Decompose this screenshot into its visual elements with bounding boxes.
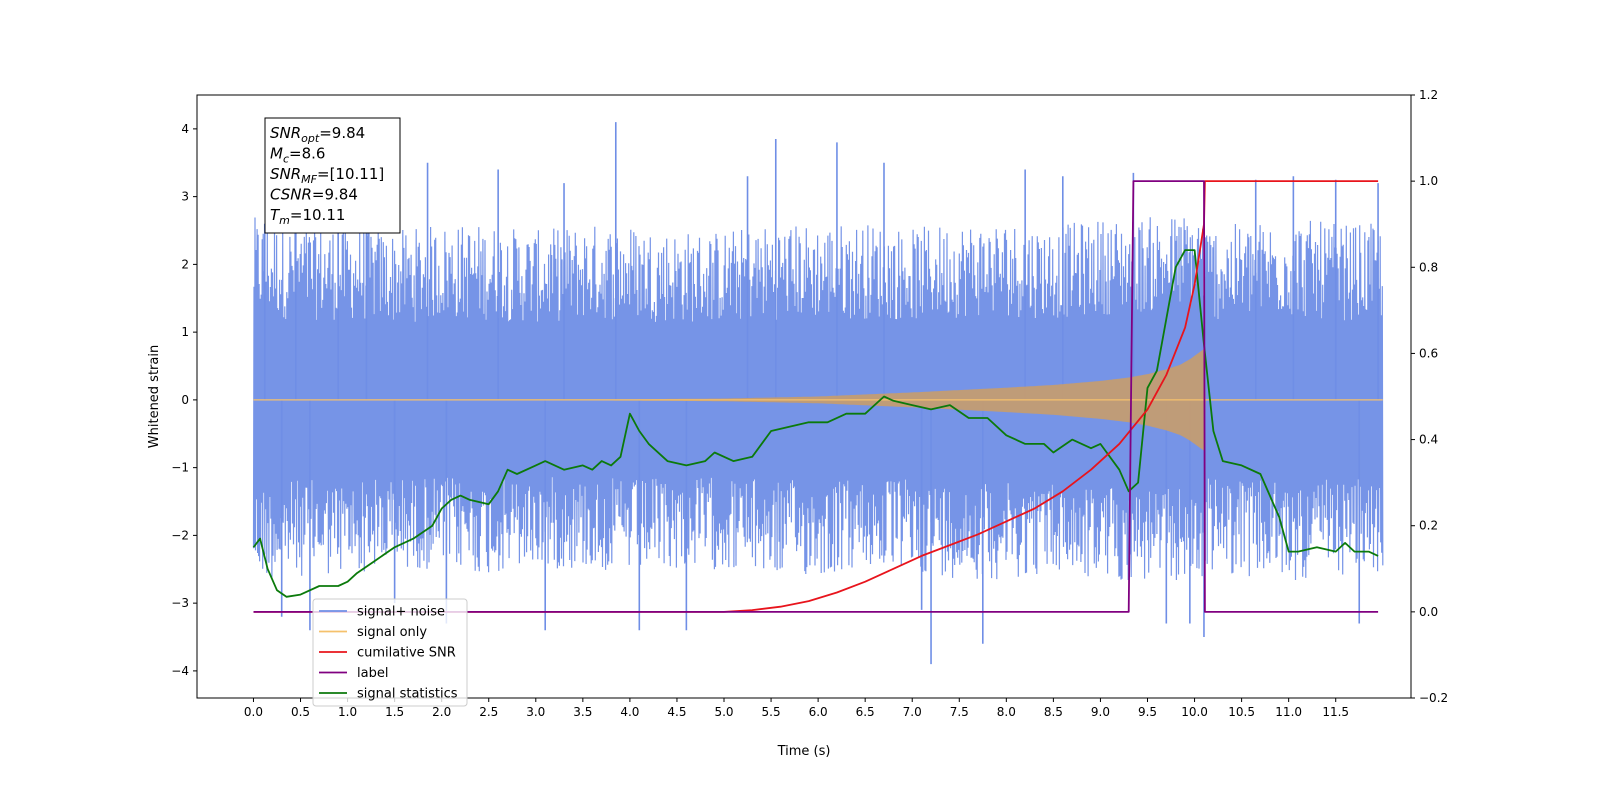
annotation-subscript: c: [283, 153, 289, 166]
annotation-value: =9.84: [312, 186, 358, 204]
left-y-tick-label: −3: [171, 596, 189, 610]
x-tick-label: 0.0: [244, 705, 263, 719]
series-lines-layer: [252, 180, 1379, 613]
x-tick-label: 10.0: [1181, 705, 1208, 719]
annotation-box: SNRopt=9.84Mc=8.6SNRMF=[10.11]CSNR=9.84T…: [264, 117, 401, 234]
annotation-value: =[10.11]: [317, 165, 384, 183]
right-y-tick-label: 1.2: [1419, 88, 1438, 102]
legend-label: label: [357, 666, 388, 681]
right-y-tick-label: 0.4: [1419, 433, 1438, 447]
annotation-box-frame: [264, 117, 401, 234]
x-tick-label: 4.5: [667, 705, 686, 719]
right-y-tick-label: 0.2: [1419, 519, 1438, 533]
left-y-tick-label: 4: [181, 122, 189, 136]
x-tick-label: 3.0: [526, 705, 545, 719]
series-line-label: [253, 180, 1379, 613]
x-tick-label: 1.0: [338, 705, 357, 719]
right-y-axis-ticks: −0.2 0.0 0.2 0.4 0.6 0.8 1.0 1.2: [1411, 88, 1448, 705]
left-y-tick-label: 1: [181, 325, 189, 339]
right-y-tick-label: 0.8: [1419, 260, 1438, 274]
legend-frame: [312, 598, 468, 707]
x-tick-label: 10.5: [1228, 705, 1255, 719]
legend-label: signal+ noise: [357, 605, 445, 620]
x-axis-ticks: 0.0 0.5 1.0 1.5 2.0 2.5 3.0 3.5 4.0 4.5 5.0 5.5 6.0 6…: [244, 698, 1349, 719]
x-tick-label: 6.5: [856, 705, 875, 719]
signal-envelope-layer: [253, 349, 1383, 451]
right-y-tick-label: 0.0: [1419, 605, 1438, 619]
x-tick-label: 7.0: [903, 705, 922, 719]
annotation-subscript: MF: [301, 173, 317, 186]
annotation-value: =8.6: [289, 145, 325, 163]
left-y-tick-label: −4: [171, 664, 189, 678]
annotation-subscript: m: [279, 214, 290, 227]
annotation-symbol: SNR: [270, 124, 301, 142]
left-y-axis-title: Whitened strain: [147, 345, 162, 448]
x-tick-label: 9.0: [1091, 705, 1110, 719]
x-tick-label: 2.5: [479, 705, 498, 719]
plot-frame: [196, 94, 1412, 699]
left-y-tick-label: 3: [181, 190, 189, 204]
legend-label: signal only: [357, 625, 427, 640]
noise-layer: [252, 122, 1384, 665]
x-tick-label: 7.5: [950, 705, 969, 719]
annotation-symbol: SNR: [270, 165, 301, 183]
left-y-axis-ticks: −4 −3 −2 −1 0 1 2 3 4: [171, 122, 197, 678]
left-y-tick-label: 2: [181, 257, 189, 271]
x-tick-label: 1.5: [385, 705, 404, 719]
legend: signal+ noise signal only cumilative SNR la…: [312, 598, 468, 707]
x-tick-label: 2.0: [432, 705, 451, 719]
annotation-line: Mc=8.6: [270, 145, 325, 166]
annotation-subscript: opt: [301, 132, 320, 145]
left-y-tick-label: 0: [181, 393, 189, 407]
left-y-tick-label: −2: [171, 528, 189, 542]
right-y-tick-label: 1.0: [1419, 174, 1438, 188]
series-line-signal-plus-noise: [252, 217, 1384, 581]
series-line-signal-statistics: [252, 249, 1379, 598]
series-line-cumulative-snr: [253, 180, 1379, 613]
annotation-symbol: M: [270, 145, 283, 163]
annotation-line: Tm=10.11: [270, 206, 345, 227]
annotation-value: =10.11: [290, 206, 346, 224]
annotation-value: =9.84: [319, 124, 365, 142]
annotation-line: SNRopt=9.84: [270, 124, 365, 145]
x-tick-label: 8.0: [997, 705, 1016, 719]
annotation-symbol: T: [270, 206, 281, 224]
x-tick-label: 11.5: [1322, 705, 1349, 719]
left-y-tick-label: −1: [171, 461, 189, 475]
annotation-line: SNRMF=[10.11]: [270, 165, 384, 186]
x-tick-label: 9.5: [1138, 705, 1157, 719]
right-y-tick-label: −0.2: [1419, 691, 1448, 705]
x-tick-label: 0.5: [291, 705, 310, 719]
right-y-tick-label: 0.6: [1419, 346, 1438, 360]
x-tick-label: 5.5: [762, 705, 781, 719]
x-tick-label: 5.0: [714, 705, 733, 719]
x-tick-label: 6.0: [809, 705, 828, 719]
x-tick-label: 8.5: [1044, 705, 1063, 719]
x-tick-label: 4.0: [620, 705, 639, 719]
annotation-line: CSNR=9.84: [270, 186, 358, 204]
x-tick-label: 11.0: [1275, 705, 1302, 719]
legend-label: cumilative SNR: [357, 646, 456, 661]
x-axis-title: Time (s): [777, 744, 831, 759]
x-tick-label: 3.5: [573, 705, 592, 719]
annotation-symbol: CSNR: [270, 186, 312, 204]
legend-label: signal statistics: [357, 687, 458, 702]
